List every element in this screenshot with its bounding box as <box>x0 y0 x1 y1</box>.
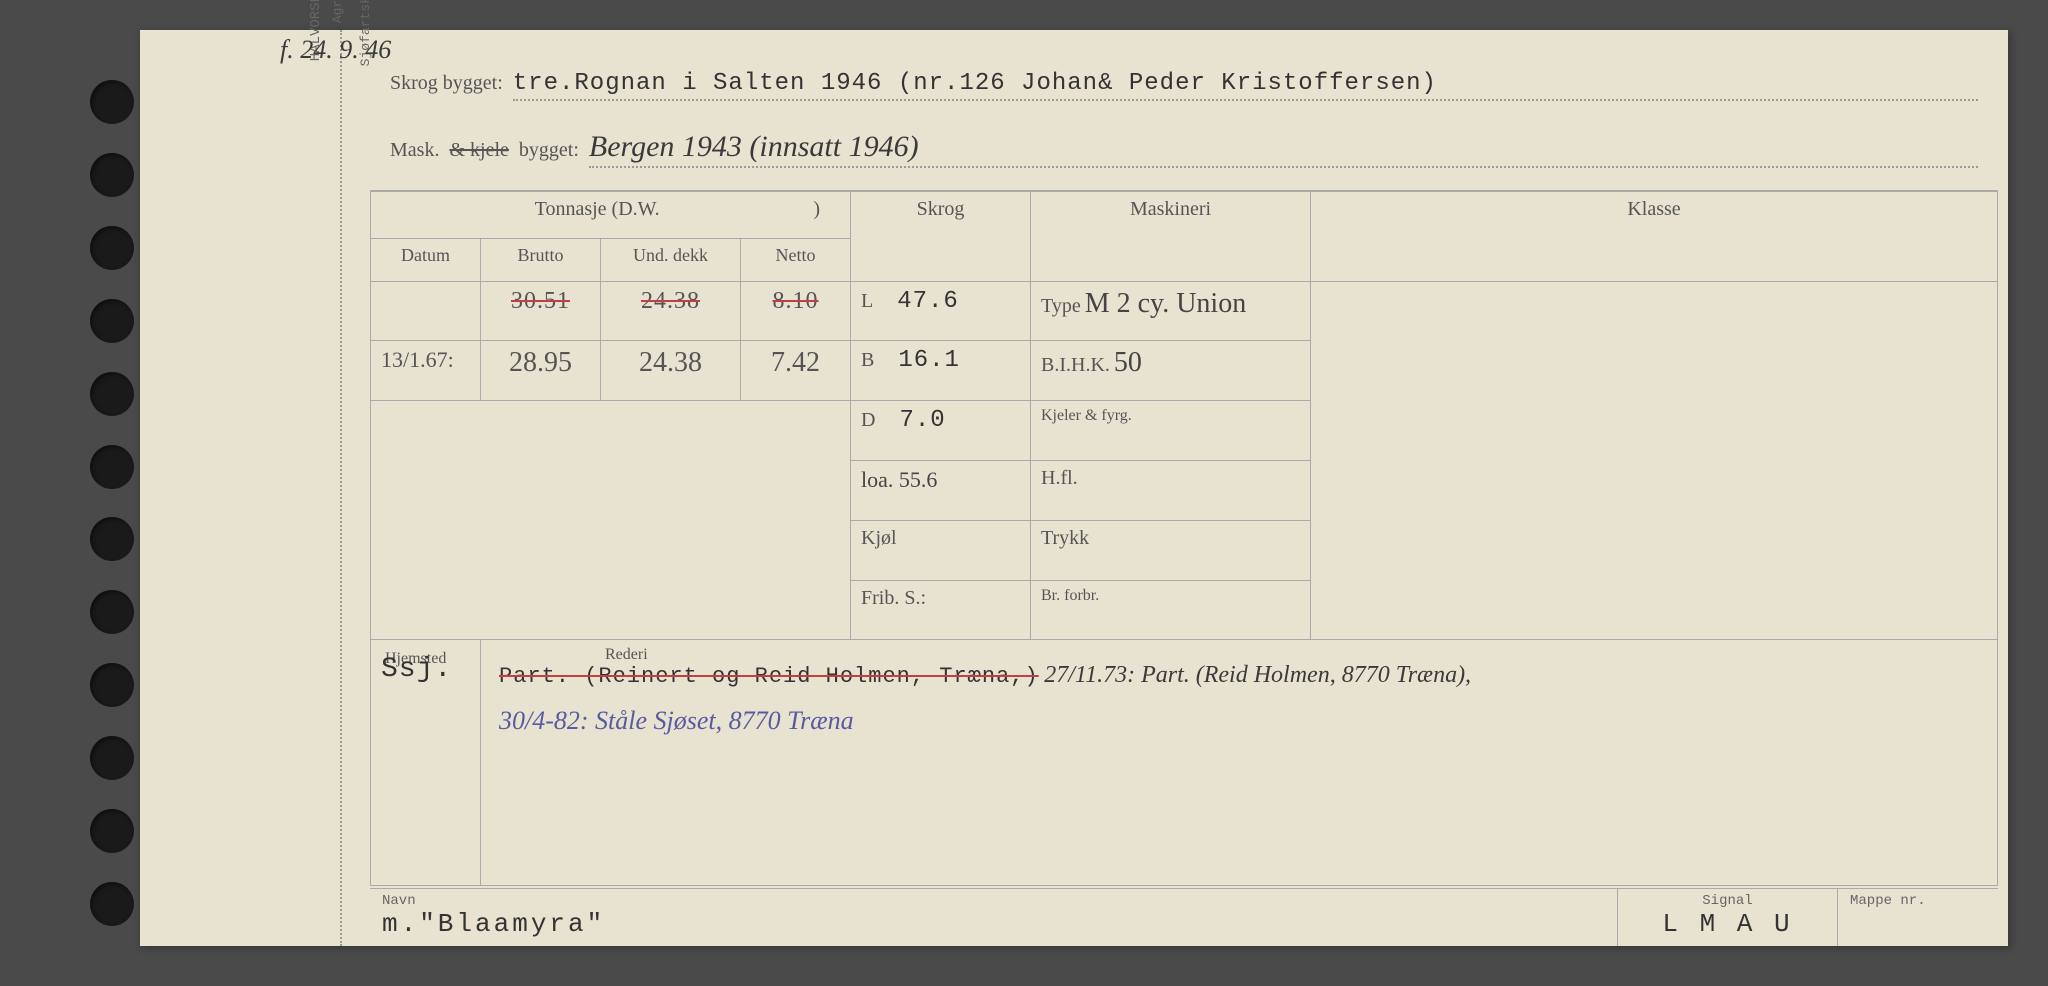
punch-hole <box>90 882 134 926</box>
margin-divider <box>340 30 342 946</box>
skrog-loa-val: loa. 55.6 <box>861 467 937 492</box>
unddekk-1: 24.38 <box>601 341 741 401</box>
mask-type-val: M 2 cy. Union <box>1085 288 1247 319</box>
document-card-container: HALVORSEN & LARSEN A/S PAPIRINDUSTRI Agr… <box>20 20 2028 966</box>
punch-hole <box>90 590 134 634</box>
col-unddekk: Und. dekk <box>601 238 741 281</box>
netto-0: 8.10 <box>741 281 851 341</box>
rederi-cell: Ssj. Rederi Part. (Reinert og Reid Holme… <box>481 640 1998 886</box>
punch-hole <box>90 80 134 124</box>
mask-trykk-key: Trykk <box>1041 527 1089 549</box>
card-content: f. 24. 9. 46 Skrog bygget: tre.Rognan i … <box>370 30 1998 946</box>
skrog-bygget-label: Skrog bygget: <box>390 72 503 95</box>
mask-hfl: H.fl. <box>1031 461 1311 521</box>
mask-kjeler: Kjeler & fyrg. <box>1031 401 1311 461</box>
maskineri-header: Maskineri <box>1031 192 1311 282</box>
skrog-loa: loa. 55.6 <box>851 461 1031 521</box>
skrog-D: D 7.0 <box>851 401 1031 461</box>
mask-label-suffix: bygget: <box>519 139 579 162</box>
skrog-B-val: 16.1 <box>898 347 960 374</box>
punch-holes <box>90 80 140 926</box>
top-annotation: f. 24. 9. 46 <box>280 35 391 65</box>
skrog-B: B 16.1 <box>851 341 1031 401</box>
mask-type: Type M 2 cy. Union <box>1031 281 1311 341</box>
mappe-label: Mappe nr. <box>1850 893 1986 909</box>
mask-label-prefix: Mask. <box>390 139 439 162</box>
mask-brforbr-key: Br. forbr. <box>1041 587 1099 604</box>
skrog-kjol: Kjøl <box>851 520 1031 580</box>
col-netto: Netto <box>741 238 851 281</box>
tonnasje-label-open: Tonnasje (D.W. <box>535 198 660 220</box>
signal-label: Signal <box>1630 893 1825 909</box>
mask-kjeler-key: Kjeler & fyrg. <box>1041 407 1132 424</box>
brutto-0: 30.51 <box>481 281 601 341</box>
hjemsted-value: Ssj. <box>381 654 452 685</box>
main-table: Tonnasje (D.W. ) Skrog Maskineri Klasse … <box>370 190 1998 886</box>
index-card: HALVORSEN & LARSEN A/S PAPIRINDUSTRI Agr… <box>140 30 2008 946</box>
netto-1: 7.42 <box>741 341 851 401</box>
punch-hole <box>90 517 134 561</box>
rederi-line2: 30/4-82: Ståle Sjøset, 8770 Træna <box>499 706 854 735</box>
navn-label: Navn <box>382 893 1605 909</box>
mask-bihk-key: B.I.H.K. <box>1041 354 1110 376</box>
unddekk-0: 24.38 <box>601 281 741 341</box>
system-number: Agrippa kortsystem nr. 34099. <box>330 0 345 210</box>
printer-credit: HALVORSEN & LARSEN A/S PAPIRINDUSTRI <box>308 0 324 210</box>
navn-cell: Navn m."Blaamyra" <box>370 889 1618 946</box>
mask-brforbr: Br. forbr. <box>1031 580 1311 640</box>
brutto-1: 28.95 <box>481 341 601 401</box>
mask-label-struck: & kjele <box>449 139 508 162</box>
skrog-frib: Frib. S.: <box>851 580 1031 640</box>
skrog-B-key: B <box>861 349 874 371</box>
mask-bygget-value: Bergen 1943 (innsatt 1946) <box>589 130 1978 168</box>
skrog-D-val: 7.0 <box>899 407 945 434</box>
registry-lines: Part. (Reinert og Reid Holmen, Træna,) 2… <box>491 646 1987 752</box>
signal-cell: Signal L M A U <box>1618 889 1838 946</box>
klasse-header: Klasse <box>1311 192 1998 282</box>
col-brutto: Brutto <box>481 238 601 281</box>
punch-hole <box>90 153 134 197</box>
skrog-bygget-value: tre.Rognan i Salten 1946 (nr.126 Johan& … <box>513 70 1978 101</box>
skrog-D-key: D <box>861 409 875 431</box>
mask-bihk-val: 50 <box>1114 347 1142 378</box>
tonnasje-empty <box>371 401 851 640</box>
skrog-L-val: 47.6 <box>897 288 959 315</box>
skrog-bygget-row: Skrog bygget: tre.Rognan i Salten 1946 (… <box>390 70 1978 101</box>
col-datum: Datum <box>371 238 481 281</box>
skrog-L-key: L <box>861 290 873 312</box>
mask-bihk: B.I.H.K. 50 <box>1031 341 1311 401</box>
navn-value: m."Blaamyra" <box>382 909 1605 939</box>
tonnasje-header: Tonnasje (D.W. ) <box>371 192 851 239</box>
punch-hole <box>90 445 134 489</box>
punch-hole <box>90 372 134 416</box>
datum-1: 13/1.67: <box>371 341 481 401</box>
rederi-label: Rederi <box>601 642 652 668</box>
punch-hole <box>90 226 134 270</box>
rederi-line1-rest: 27/11.73: Part. (Reid Holmen, 8770 Træna… <box>1044 662 1471 688</box>
skrog-frib-key: Frib. S.: <box>861 587 926 609</box>
punch-hole <box>90 299 134 343</box>
footer-row: Navn m."Blaamyra" Signal L M A U Mappe n… <box>370 888 1998 946</box>
mask-hfl-key: H.fl. <box>1041 467 1078 489</box>
skrog-header: Skrog <box>851 192 1031 282</box>
rederi-line1-struck: Part. (Reinert og Reid Holmen, Træna,) <box>499 664 1039 689</box>
skrog-L: L 47.6 <box>851 281 1031 341</box>
punch-hole <box>90 663 134 707</box>
tonnasje-label-close: ) <box>813 198 840 221</box>
klasse-cell <box>1311 281 1998 640</box>
mask-trykk: Trykk <box>1031 520 1311 580</box>
mask-type-key: Type <box>1041 295 1081 317</box>
mappe-cell: Mappe nr. <box>1838 889 1998 946</box>
punch-hole <box>90 736 134 780</box>
signal-value: L M A U <box>1630 909 1825 939</box>
datum-0 <box>371 281 481 341</box>
punch-hole <box>90 809 134 853</box>
skrog-kjol-key: Kjøl <box>861 527 897 549</box>
mask-bygget-row: Mask. & kjele bygget: Bergen 1943 (innsa… <box>390 130 1978 168</box>
